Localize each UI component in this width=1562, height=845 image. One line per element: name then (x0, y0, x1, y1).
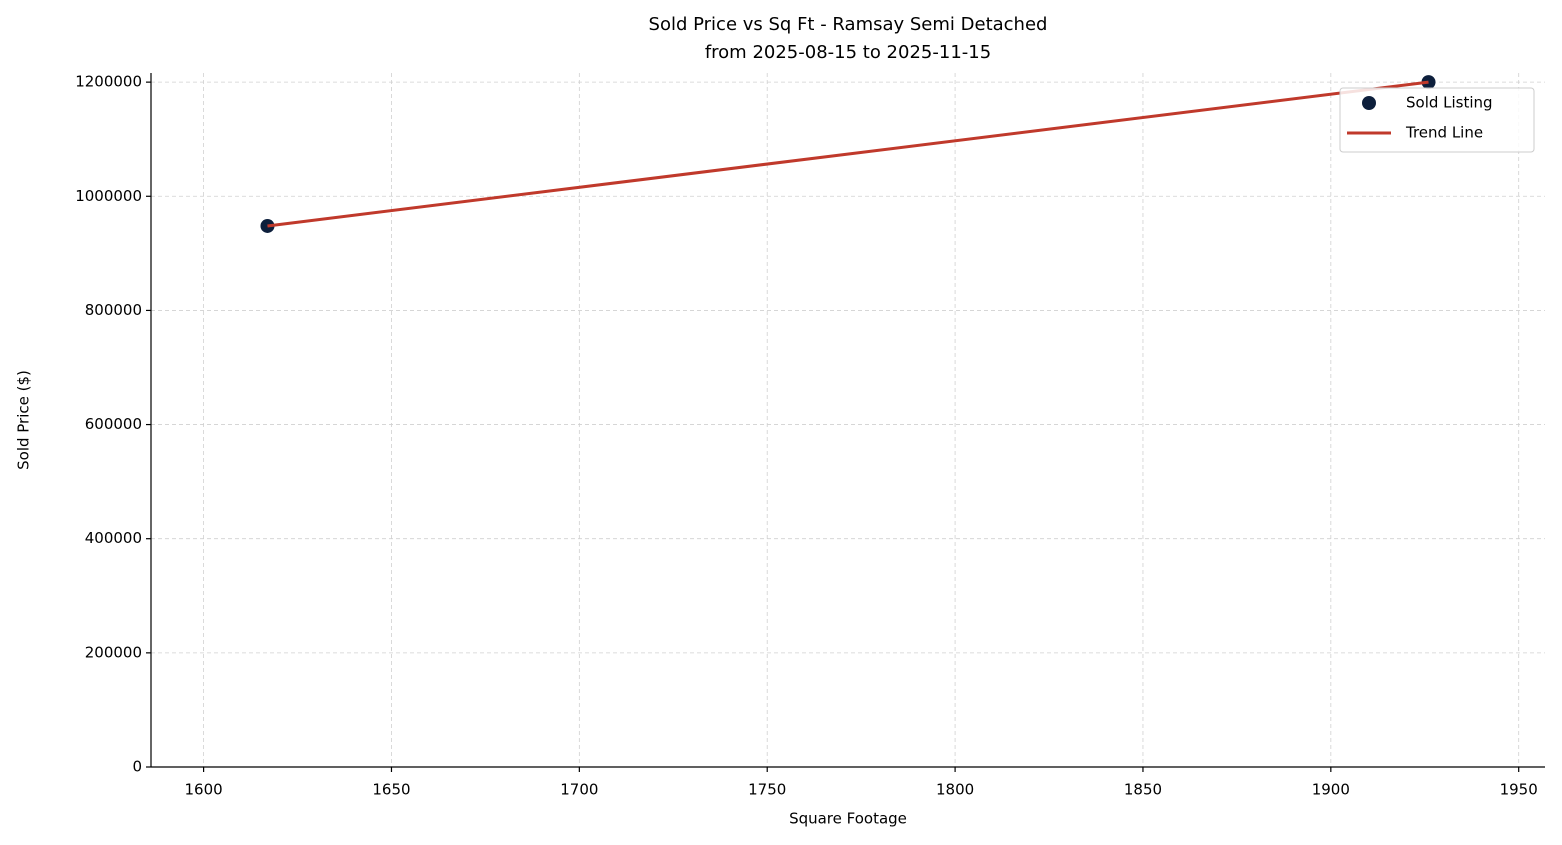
y-tick-label: 400000 (85, 529, 142, 547)
chart-title: Sold Price vs Sq Ft - Ramsay Semi Detach… (649, 14, 1048, 35)
x-axis-label: Square Footage (789, 810, 907, 828)
legend-marker (1362, 96, 1376, 110)
y-tick-label: 600000 (85, 415, 142, 433)
plot-area (260, 75, 1436, 233)
x-tick-label: 1950 (1500, 781, 1538, 799)
y-axis-label: Sold Price ($) (15, 370, 33, 470)
legend-label: Sold Listing (1406, 94, 1493, 112)
y-tick-label: 800000 (85, 301, 142, 319)
x-tick-label: 1650 (372, 781, 410, 799)
y-tick-label: 0 (132, 758, 142, 776)
legend-label: Trend Line (1405, 124, 1483, 142)
x-tick-label: 1850 (1124, 781, 1162, 799)
trend-line (267, 80, 1429, 228)
y-tick-label: 200000 (85, 643, 142, 661)
chart-subtitle: from 2025-08-15 to 2025-11-15 (705, 42, 991, 63)
x-tick-label: 1600 (185, 781, 223, 799)
grid (151, 73, 1545, 768)
legend: Sold Listing Trend Line (1339, 87, 1535, 153)
y-tick-label: 1000000 (75, 187, 142, 205)
x-tick-label: 1700 (560, 781, 598, 799)
legend-box (1339, 87, 1535, 153)
x-tick-label: 1800 (936, 781, 974, 799)
x-tick-label: 1900 (1312, 781, 1350, 799)
y-tick-label: 1200000 (75, 73, 142, 91)
x-tick-label: 1750 (748, 781, 786, 799)
